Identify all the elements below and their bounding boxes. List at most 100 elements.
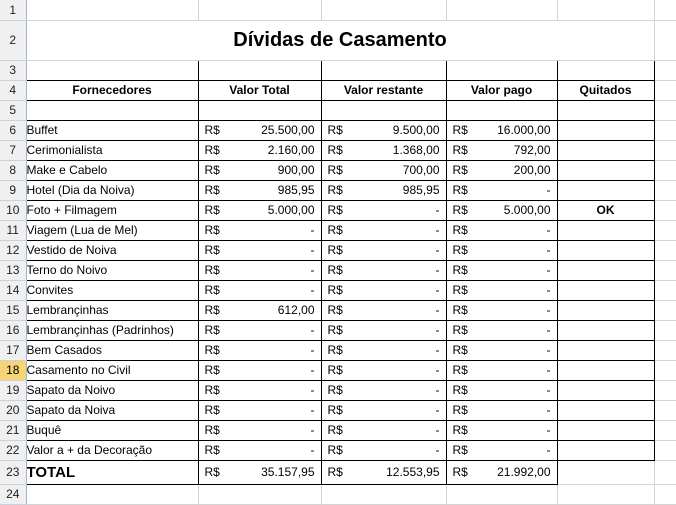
page-title[interactable]: Dívidas de Casamento xyxy=(26,20,655,61)
cell[interactable] xyxy=(25,59,199,81)
cell[interactable] xyxy=(654,120,676,141)
valor-restante-cell[interactable]: R$ - xyxy=(320,359,447,381)
supplier-name[interactable]: Hotel (Dia da Noiva) xyxy=(25,179,199,201)
row-header[interactable]: 24 xyxy=(0,484,27,505)
cell[interactable] xyxy=(654,20,676,61)
row-header[interactable]: 16 xyxy=(0,320,27,341)
cell[interactable] xyxy=(320,99,447,121)
quitado-cell[interactable] xyxy=(556,279,655,301)
cell[interactable] xyxy=(654,360,676,381)
valor-pago-cell[interactable]: R$ - xyxy=(445,399,558,421)
supplier-name[interactable]: Sapato da Noivo xyxy=(25,379,199,401)
valor-pago-cell[interactable]: R$ - xyxy=(445,219,558,241)
cell[interactable] xyxy=(654,160,676,181)
cell[interactable] xyxy=(654,140,676,161)
cell[interactable] xyxy=(321,0,447,21)
valor-total-cell[interactable]: R$ - xyxy=(197,279,322,301)
row-header[interactable]: 23 xyxy=(0,460,27,485)
quitado-cell[interactable] xyxy=(556,299,655,321)
valor-total-cell[interactable]: R$ - xyxy=(197,359,322,381)
valor-pago-cell[interactable]: R$ 200,00 xyxy=(445,159,558,181)
supplier-name[interactable]: Viagem (Lua de Mel) xyxy=(25,219,199,241)
supplier-name[interactable]: Casamento no Civil xyxy=(25,359,199,381)
valor-restante-cell[interactable]: R$ - xyxy=(320,279,447,301)
cell[interactable] xyxy=(654,280,676,301)
cell[interactable] xyxy=(654,60,676,81)
supplier-name[interactable]: Lembrançinhas xyxy=(25,299,199,321)
supplier-name[interactable]: Buffet xyxy=(25,119,199,141)
cell[interactable] xyxy=(654,440,676,461)
row-header[interactable]: 6 xyxy=(0,120,27,141)
valor-restante-cell[interactable]: R$ 1.368,00 xyxy=(320,139,447,161)
valor-pago-cell[interactable]: R$ - xyxy=(445,319,558,341)
valor-total-cell[interactable]: R$ - xyxy=(197,419,322,441)
cell[interactable] xyxy=(654,240,676,261)
cell[interactable] xyxy=(197,99,322,121)
row-header[interactable]: 21 xyxy=(0,420,27,441)
cell[interactable] xyxy=(654,220,676,241)
cell[interactable] xyxy=(654,100,676,121)
cell[interactable] xyxy=(321,484,447,505)
cell[interactable] xyxy=(26,0,199,21)
supplier-name[interactable]: Sapato da Noiva xyxy=(25,399,199,421)
valor-pago-cell[interactable]: R$ - xyxy=(445,299,558,321)
cell[interactable] xyxy=(654,420,676,441)
valor-total-cell[interactable]: R$ 25.500,00 xyxy=(197,119,322,141)
valor-total-cell[interactable]: R$ 985,95 xyxy=(197,179,322,201)
valor-pago-cell[interactable]: R$ - xyxy=(445,419,558,441)
row-header[interactable]: 17 xyxy=(0,340,27,361)
header-valor-pago[interactable]: Valor pago xyxy=(445,79,558,101)
row-header[interactable]: 13 xyxy=(0,260,27,281)
quitado-cell[interactable] xyxy=(556,439,655,461)
valor-restante-cell[interactable]: R$ - xyxy=(320,239,447,261)
cell[interactable] xyxy=(654,0,676,21)
quitado-cell[interactable] xyxy=(556,159,655,181)
quitado-cell[interactable] xyxy=(556,379,655,401)
quitado-cell[interactable] xyxy=(556,399,655,421)
valor-pago-cell[interactable]: R$ - xyxy=(445,259,558,281)
quitado-cell[interactable] xyxy=(556,359,655,381)
cell[interactable] xyxy=(556,99,655,121)
valor-pago-cell[interactable]: R$ - xyxy=(445,359,558,381)
valor-restante-cell[interactable]: R$ - xyxy=(320,439,447,461)
quitado-cell[interactable] xyxy=(556,119,655,141)
cell[interactable] xyxy=(654,80,676,101)
row-header[interactable]: 3 xyxy=(0,60,27,81)
valor-total-cell[interactable]: R$ 612,00 xyxy=(197,299,322,321)
row-header[interactable]: 1 xyxy=(0,0,27,21)
row-header[interactable]: 7 xyxy=(0,140,27,161)
cell[interactable] xyxy=(556,59,655,81)
row-header[interactable]: 8 xyxy=(0,160,27,181)
valor-restante-cell[interactable]: R$ - xyxy=(320,219,447,241)
row-header[interactable]: 22 xyxy=(0,440,27,461)
quitado-cell[interactable] xyxy=(556,179,655,201)
valor-pago-cell[interactable]: R$ - xyxy=(445,179,558,201)
header-fornecedores[interactable]: Fornecedores xyxy=(25,79,199,101)
cell[interactable] xyxy=(654,320,676,341)
valor-total-cell[interactable]: R$ 2.160,00 xyxy=(197,139,322,161)
cell[interactable] xyxy=(445,59,558,81)
cell[interactable] xyxy=(446,484,558,505)
supplier-name[interactable]: Cerimonialista xyxy=(25,139,199,161)
valor-pago-cell[interactable]: R$ - xyxy=(445,339,558,361)
cell[interactable] xyxy=(654,180,676,201)
cell[interactable] xyxy=(654,400,676,421)
cell[interactable] xyxy=(654,484,676,505)
valor-total-cell[interactable]: R$ - xyxy=(197,319,322,341)
valor-total-cell[interactable]: R$ - xyxy=(197,339,322,361)
valor-total-cell[interactable]: R$ - xyxy=(197,439,322,461)
cell[interactable] xyxy=(557,460,655,485)
supplier-name[interactable]: Foto + Filmagem xyxy=(25,199,199,221)
supplier-name[interactable]: Lembrançinhas (Padrinhos) xyxy=(25,319,199,341)
total-valor-pago[interactable]: R$ 21.992,00 xyxy=(445,459,558,485)
valor-restante-cell[interactable]: R$ - xyxy=(320,319,447,341)
valor-total-cell[interactable]: R$ - xyxy=(197,219,322,241)
row-header[interactable]: 4 xyxy=(0,80,27,101)
supplier-name[interactable]: Terno do Noivo xyxy=(25,259,199,281)
row-header[interactable]: 19 xyxy=(0,380,27,401)
cell[interactable] xyxy=(445,99,558,121)
valor-restante-cell[interactable]: R$ 700,00 xyxy=(320,159,447,181)
supplier-name[interactable]: Make e Cabelo xyxy=(25,159,199,181)
quitado-cell[interactable] xyxy=(556,259,655,281)
valor-pago-cell[interactable]: R$ 16.000,00 xyxy=(445,119,558,141)
